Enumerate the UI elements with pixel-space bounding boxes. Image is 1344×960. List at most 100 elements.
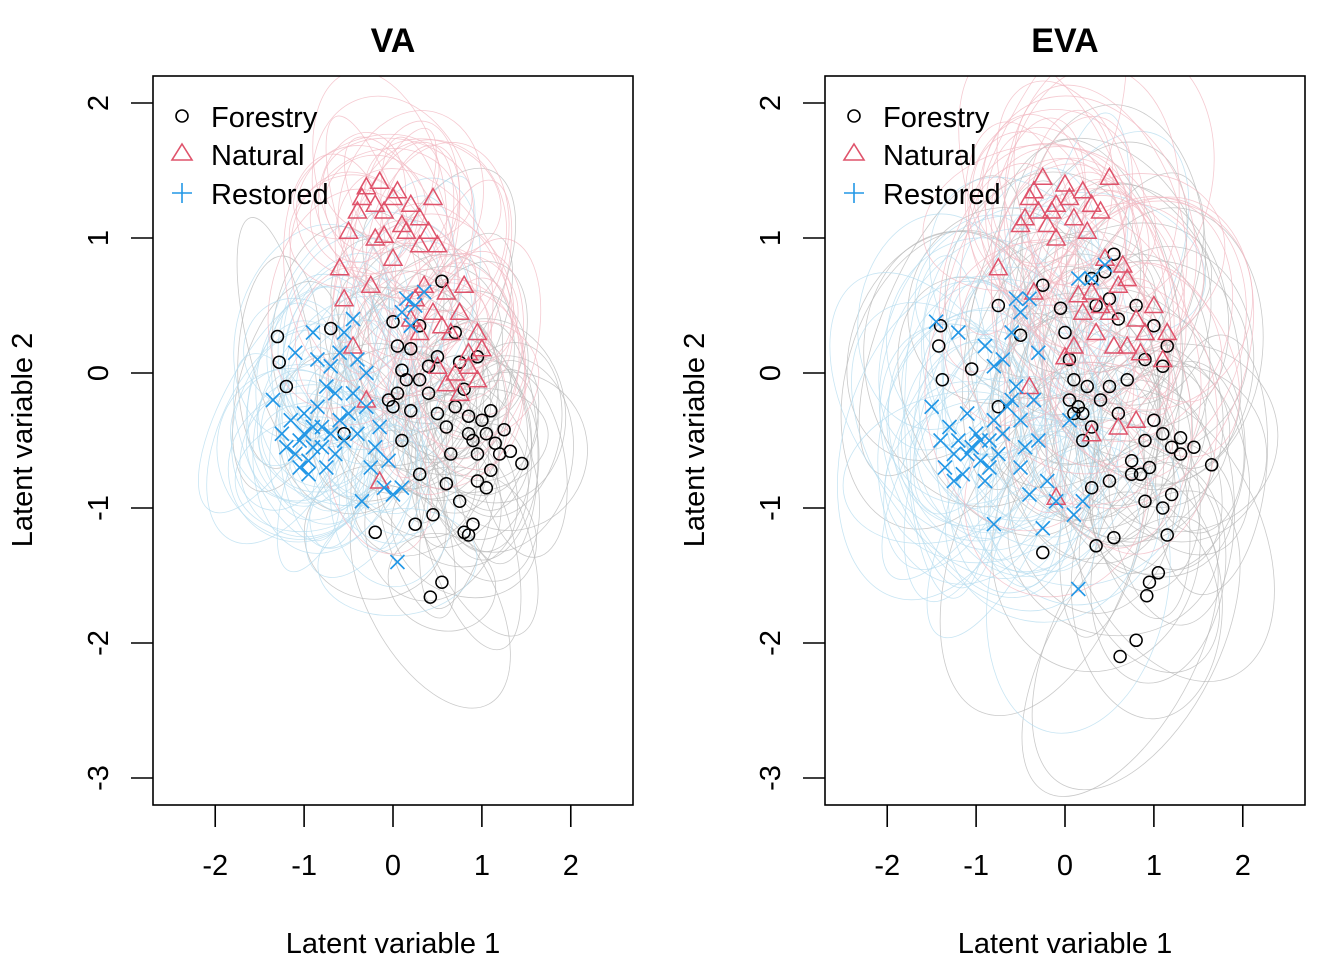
ellipse-natural <box>1008 361 1175 506</box>
point-forestry <box>1156 501 1170 515</box>
x-axis-label: Latent variable 1 <box>958 928 1172 960</box>
point-forestry <box>1053 301 1068 315</box>
point-restored <box>968 426 984 442</box>
point-forestry <box>404 404 418 418</box>
point-restored <box>1075 493 1091 509</box>
point-restored <box>309 351 326 368</box>
point-natural <box>418 220 439 239</box>
point-restored <box>959 405 975 422</box>
point-restored <box>336 324 352 341</box>
ellipse-restored <box>348 195 456 430</box>
point-natural <box>1134 321 1156 341</box>
point-forestry <box>461 409 476 423</box>
legend-label-restored: Restored <box>883 179 1001 211</box>
point-forestry <box>497 422 511 437</box>
ellipse-forestry <box>1059 387 1275 682</box>
point-natural <box>1045 227 1067 246</box>
y-tick-label: 1 <box>83 230 115 246</box>
point-natural <box>1019 375 1040 395</box>
ellipse-forestry <box>443 423 529 553</box>
ellipse-restored <box>227 392 372 543</box>
point-restored <box>349 426 366 442</box>
point-forestry <box>1142 460 1157 475</box>
plot-title: EVA <box>1031 22 1098 60</box>
point-natural <box>373 200 395 219</box>
point-natural <box>1112 254 1134 273</box>
point-forestry <box>503 444 518 459</box>
x-tick-label: 0 <box>385 850 401 882</box>
point-forestry <box>479 427 494 441</box>
x-tick-label: 1 <box>474 850 490 882</box>
point-restored <box>986 358 1002 374</box>
ellipse-natural <box>1044 305 1192 549</box>
point-forestry <box>408 517 422 531</box>
point-forestry <box>470 474 485 488</box>
ellipse-natural <box>1039 196 1234 442</box>
ellipse-natural <box>977 95 1197 367</box>
point-forestry <box>279 379 294 394</box>
point-natural <box>387 180 408 199</box>
point-natural <box>1063 335 1085 354</box>
point-restored <box>1035 520 1051 536</box>
point-restored <box>394 304 410 320</box>
confidence-ellipses <box>829 76 1279 797</box>
ellipse-restored <box>929 275 1104 498</box>
point-natural <box>449 301 470 320</box>
point-natural <box>471 338 493 357</box>
point-forestry <box>1164 440 1179 454</box>
ellipse-natural <box>364 138 502 257</box>
point-restored <box>380 453 397 469</box>
point-restored <box>941 419 958 435</box>
point-restored <box>349 351 366 368</box>
point-natural <box>396 220 417 239</box>
x-tick-label: -1 <box>963 850 989 882</box>
point-restored <box>296 426 312 442</box>
legend-plus-symbol <box>844 183 864 203</box>
ellipse-restored <box>287 295 446 451</box>
ellipse-restored <box>884 398 1086 564</box>
point-natural <box>1036 213 1058 233</box>
ellipse-restored <box>913 204 1093 515</box>
ellipse-restored <box>312 391 429 544</box>
point-forestry <box>991 298 1006 313</box>
ellipse-restored <box>1007 430 1105 572</box>
ellipse-forestry <box>1007 439 1221 637</box>
ellipse-natural <box>991 146 1157 290</box>
point-natural <box>1125 409 1147 428</box>
x-tick-label: 0 <box>1057 850 1073 882</box>
point-restored <box>1021 486 1038 503</box>
y-tick-label: -3 <box>83 765 115 791</box>
ellipse-natural <box>1060 190 1150 327</box>
point-forestry <box>1138 433 1152 448</box>
point-restored <box>358 365 374 381</box>
point-natural <box>1028 200 1049 219</box>
point-forestry <box>964 362 979 376</box>
ellipse-forestry <box>415 360 540 548</box>
point-forestry <box>272 355 286 369</box>
point-natural <box>1152 348 1174 368</box>
point-forestry <box>452 494 467 508</box>
x-axis-label: Latent variable 1 <box>286 928 500 960</box>
point-natural <box>449 382 470 401</box>
point-restored <box>999 399 1015 415</box>
point-natural <box>1143 294 1165 314</box>
ellipse-restored <box>987 424 1160 606</box>
point-natural <box>369 170 390 190</box>
point-forestry <box>324 321 338 336</box>
point-restored <box>323 358 339 374</box>
point-restored <box>1008 291 1024 307</box>
data-points <box>265 170 529 604</box>
point-restored <box>363 459 379 476</box>
point-forestry <box>1036 278 1050 292</box>
point-restored <box>296 405 312 422</box>
y-tick-label: 0 <box>755 365 787 381</box>
point-restored <box>986 516 1002 532</box>
point-natural <box>373 224 395 244</box>
point-restored <box>928 314 944 330</box>
point-restored <box>1097 257 1113 273</box>
point-natural <box>453 274 475 293</box>
point-forestry <box>270 329 285 344</box>
point-restored <box>292 459 308 476</box>
ellipse-natural <box>331 141 455 375</box>
point-restored <box>305 439 321 455</box>
